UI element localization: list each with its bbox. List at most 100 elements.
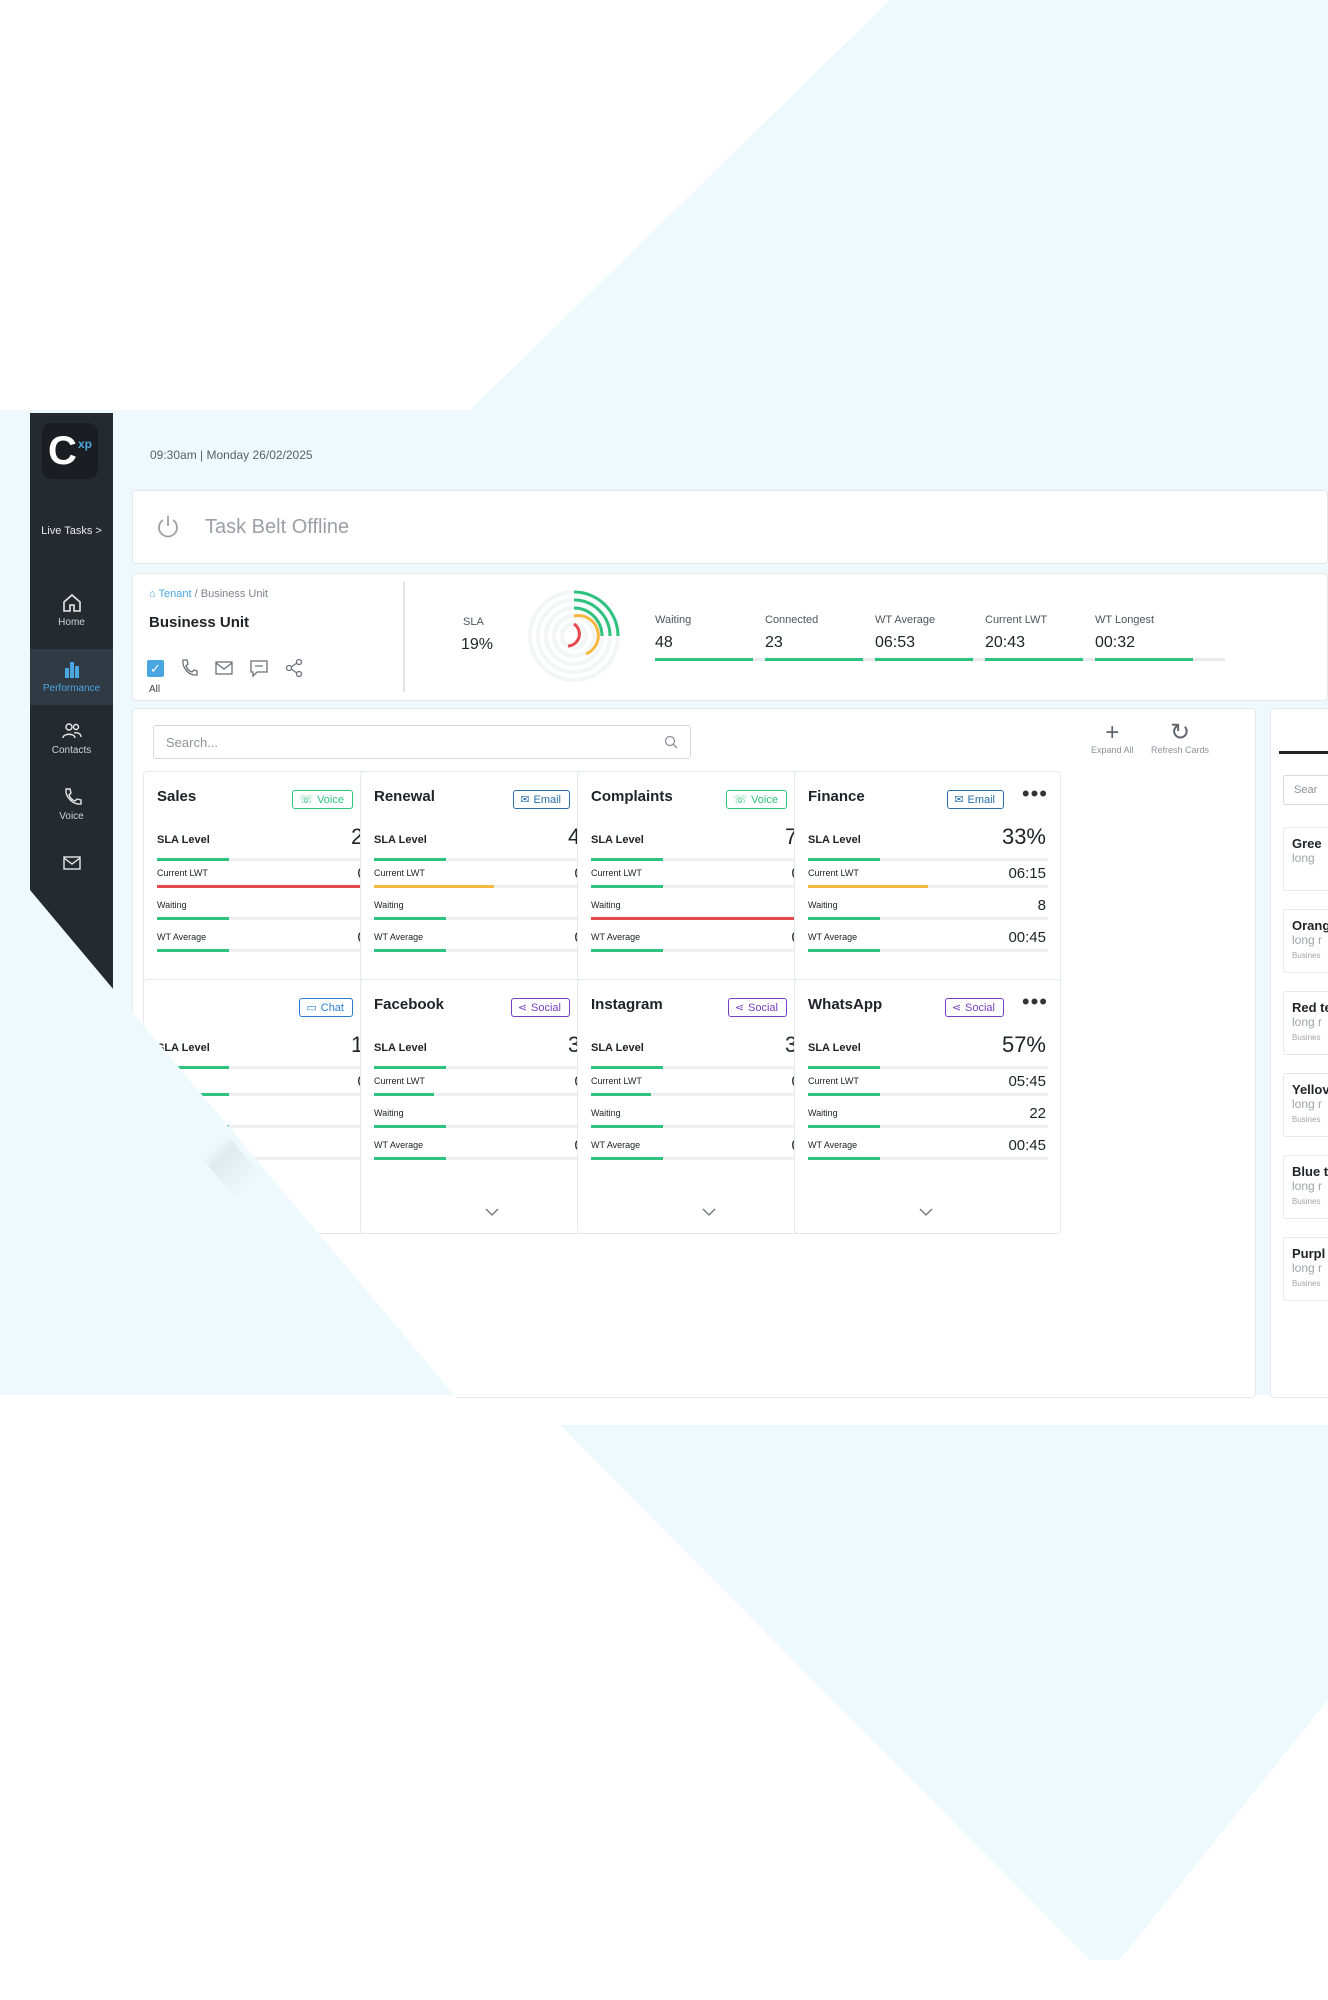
task-belt-status: Task Belt Offline <box>205 515 350 538</box>
row-value: 05:45 <box>1008 1073 1046 1090</box>
metric-bar <box>985 658 1115 661</box>
more-options-icon[interactable]: ••• <box>1021 989 1048 1014</box>
sidebar-item-label: Voice <box>59 811 84 822</box>
list-item[interactable]: Blue t long r Busines <box>1283 1155 1328 1219</box>
item-desc: long r <box>1292 1179 1323 1193</box>
row-label: Waiting <box>591 1108 621 1118</box>
voice-icon: ☏ <box>733 794 748 806</box>
power-icon[interactable] <box>155 514 181 540</box>
row-label: WT Average <box>374 932 424 942</box>
row-label: Current LWT <box>374 868 425 878</box>
tab-underline <box>1279 751 1328 754</box>
business-unit-title: Business Unit <box>149 614 250 631</box>
item-name: Orang <box>1292 918 1328 933</box>
sla-bar <box>374 1066 614 1069</box>
item-business-unit: Busines <box>1292 1197 1321 1206</box>
item-business-unit: Busines <box>1292 1279 1321 1288</box>
row-bar <box>591 885 831 888</box>
row-label: Waiting <box>591 900 621 910</box>
refresh-cards-button[interactable]: ↻ Refresh Cards <box>1151 719 1210 756</box>
item-desc: long <box>1292 851 1315 865</box>
card-title: Renewal <box>374 788 435 805</box>
card-title: Instagram <box>591 996 663 1013</box>
channel-label: Social <box>531 1002 561 1014</box>
live-tasks-link[interactable]: Live Tasks > <box>41 525 102 537</box>
all-checkbox[interactable]: ✓ <box>147 659 164 677</box>
metric-label: Waiting <box>655 614 692 626</box>
phone-icon[interactable] <box>179 658 199 678</box>
channel-label: Email <box>967 794 995 806</box>
row-bar <box>808 917 1048 920</box>
expand-all-button[interactable]: + Expand All <box>1091 719 1134 756</box>
row-label: WT Average <box>808 932 858 942</box>
search-input[interactable]: Search... <box>153 725 691 759</box>
refresh-icon: ↻ <box>1169 719 1191 746</box>
item-business-unit: Busines <box>1292 951 1321 960</box>
sidebar-item-voice[interactable]: Voice <box>30 787 113 822</box>
item-desc: long r <box>1292 1015 1323 1029</box>
sidebar-item-label: Contacts <box>51 745 92 756</box>
sla-bar <box>591 858 831 861</box>
sla-level-value: 33% <box>1001 824 1046 849</box>
row-bar <box>374 885 614 888</box>
breadcrumb: ⌂ Tenant / Business Unit <box>149 588 268 600</box>
contacts-icon <box>61 723 82 739</box>
row-label: Current LWT <box>374 1076 425 1086</box>
row-value: 8 <box>1037 897 1046 914</box>
sidebar-item-contacts[interactable]: Contacts <box>30 721 113 756</box>
refresh-cards-label: Refresh Cards <box>1151 745 1210 755</box>
metric-bar <box>655 658 785 661</box>
sla-level-label: SLA Level <box>808 1042 861 1054</box>
sla-level-label: SLA Level <box>374 1042 427 1054</box>
sidebar-item-email[interactable] <box>30 853 113 875</box>
voice-icon: ☏ <box>299 794 314 806</box>
card-title: Complaints <box>591 788 673 805</box>
home-icon <box>62 593 81 612</box>
queue-card-whatsapp[interactable]: WhatsApp ⋖ Social ••• SLA Level 57% Curre… <box>794 979 1061 1234</box>
channel-label: Voice <box>751 794 778 806</box>
right-panel: Sear Gree long Orang long r Busines Red t… <box>1270 708 1328 1398</box>
channel-label: Social <box>748 1002 778 1014</box>
card-title: Finance <box>808 788 865 805</box>
channel-filter: ✓ <box>147 658 304 678</box>
sidebar-item-home[interactable]: Home <box>30 593 113 628</box>
row-bar <box>591 949 831 952</box>
search-icon <box>664 735 678 749</box>
sla-bar <box>591 1066 831 1069</box>
breadcrumb-tenant[interactable]: ⌂ Tenant <box>149 588 192 600</box>
row-bar <box>157 917 397 920</box>
list-item[interactable]: Purpl long r Busines <box>1283 1237 1328 1301</box>
row-bar <box>374 949 614 952</box>
chevron-down-icon[interactable] <box>919 1208 933 1217</box>
plus-icon: + <box>1105 719 1120 746</box>
right-panel-search-input[interactable]: Sear <box>1283 775 1328 805</box>
mail-icon[interactable] <box>214 658 234 678</box>
list-item[interactable]: Orang long r Busines <box>1283 909 1328 973</box>
sidebar-item-performance[interactable]: Performance <box>30 649 113 705</box>
metric-label: Current LWT <box>985 614 1048 626</box>
channel-badge: ✉ Email <box>513 790 570 809</box>
all-label: All <box>149 684 161 695</box>
sla-bar <box>808 1066 1048 1069</box>
row-bar <box>374 1157 614 1160</box>
list-item[interactable]: Red te long r Busines <box>1283 991 1328 1055</box>
mail-icon <box>62 856 81 870</box>
chevron-down-icon[interactable] <box>702 1208 716 1217</box>
row-label: WT Average <box>157 932 207 942</box>
chat-icon[interactable] <box>249 658 269 678</box>
more-options-icon[interactable]: ••• <box>1021 781 1048 806</box>
share-icon[interactable] <box>284 658 304 678</box>
channel-label: Chat <box>320 1002 344 1014</box>
metric-bar <box>875 658 1005 661</box>
list-item[interactable]: Yellov long r Busines <box>1283 1073 1328 1137</box>
list-item[interactable]: Gree long <box>1283 827 1328 891</box>
chevron-down-icon[interactable] <box>485 1208 499 1217</box>
sla-level-label: SLA Level <box>808 834 861 846</box>
email-icon: ✉ <box>954 794 964 806</box>
row-label: WT Average <box>591 1140 641 1150</box>
metric-value: 06:53 <box>875 634 916 651</box>
item-desc: long r <box>1292 1261 1323 1275</box>
search-placeholder: Search... <box>166 735 219 750</box>
row-value: 22 <box>1029 1105 1046 1122</box>
